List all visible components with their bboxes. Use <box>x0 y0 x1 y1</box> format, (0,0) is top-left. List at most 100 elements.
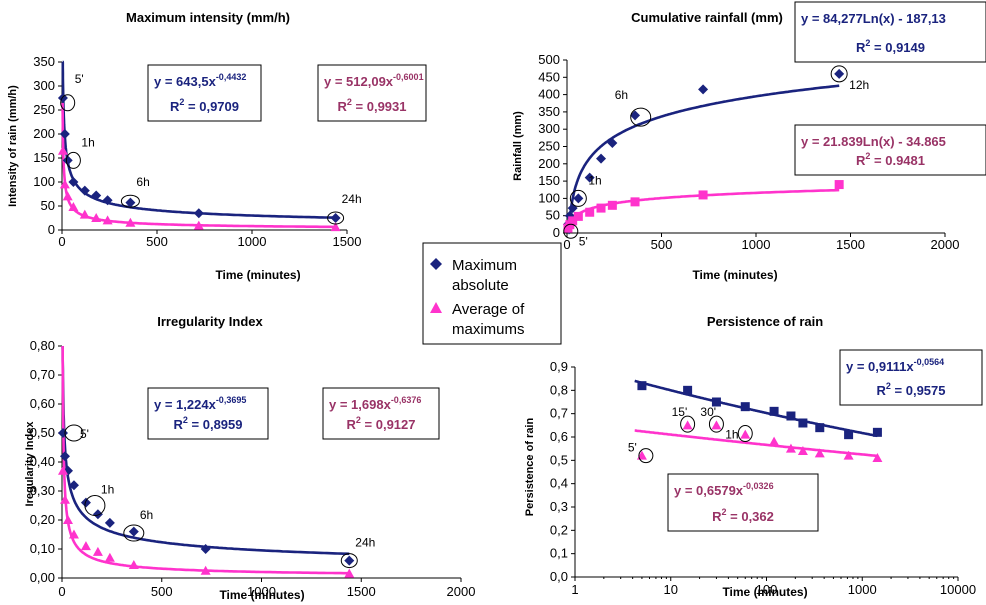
annotation-label: 6h <box>615 88 628 102</box>
annotation-circle <box>638 448 654 464</box>
data-point-max <box>92 509 103 520</box>
annotation-circle <box>64 424 84 442</box>
data-point-avg <box>193 220 204 230</box>
trend-line-max <box>61 346 350 556</box>
y-tick-label: 400 <box>538 87 560 102</box>
equation-text-max: y = 84,277Ln(x) - 187,13 <box>801 11 946 26</box>
data-point-max <box>330 213 341 223</box>
equation-exponent: -0,6001 <box>393 72 424 82</box>
trend-line-avg <box>61 345 350 575</box>
y-tick-label: 0,10 <box>30 541 55 556</box>
annotation-label: 5' <box>579 234 588 248</box>
data-point-avg <box>79 209 90 219</box>
equation-box-max <box>839 349 983 406</box>
x-tick-label: 1 <box>571 582 578 597</box>
chart-irregularity: Irregularity Index Time (minutes) Iregular… <box>24 314 475 602</box>
y-axis-label: Rainfall (mm) <box>512 111 524 181</box>
data-point-max <box>59 129 70 139</box>
data-point-avg <box>59 494 70 504</box>
r2-symbol-r: R <box>712 509 722 524</box>
equation-exponent: -0,3695 <box>216 395 247 405</box>
chart-title: Persistence of rain <box>707 314 823 329</box>
data-point-max <box>344 555 355 566</box>
equation-formula: y = 512,09x <box>324 74 394 89</box>
data-point-max <box>630 110 641 121</box>
data-point-avg <box>104 552 115 562</box>
y-tick-label: 0,00 <box>30 570 55 585</box>
y-tick-label: 0,60 <box>30 396 55 411</box>
annotation-label: 15' <box>672 405 688 419</box>
r2-value: 0,9149 <box>885 40 925 55</box>
equation-text-avg: y = 0,6579x-0,0326 <box>674 481 774 498</box>
equation-exponent: -0,0326 <box>743 481 774 491</box>
data-point-avg <box>57 465 68 475</box>
r2-symbol-r: R <box>174 417 184 432</box>
equation-text-max: y = 0,9111x-0,0564 <box>846 357 944 374</box>
equation-exponent: -0,6376 <box>391 395 422 405</box>
data-point-avg <box>68 529 79 539</box>
x-tick-label: 1500 <box>836 237 865 252</box>
data-point-max <box>815 423 825 433</box>
data-point-max <box>102 195 113 206</box>
r2-value: 0,9575 <box>906 383 946 398</box>
data-point-max <box>786 411 796 421</box>
equation-exponent: -0,4432 <box>216 72 247 82</box>
data-point-avg <box>57 145 68 155</box>
y-axis-label: Iregularity Index <box>24 421 36 507</box>
data-point-max <box>740 402 750 412</box>
data-point-avg <box>62 191 73 201</box>
chart-persistence: Persistence of rain Time (minutes) Persist… <box>524 314 983 599</box>
r2-symbol-sup: 2 <box>356 415 361 425</box>
y-tick-label: 100 <box>538 190 560 205</box>
data-point-avg <box>80 541 91 551</box>
r2-equals: = <box>891 383 906 398</box>
y-tick-label: 300 <box>538 121 560 136</box>
annotation-circle <box>123 524 145 542</box>
x-tick-label: 0 <box>58 234 65 249</box>
data-point-avg <box>102 215 113 225</box>
equation-r2-max: R2 = 0,9575 <box>877 381 946 398</box>
legend: Maximum absolute Average of maximums <box>422 242 562 345</box>
r2-equals: = <box>184 99 199 114</box>
y-tick-label: 250 <box>538 139 560 154</box>
chart-cumulative: Cumulative rainfall (mm) Time (minutes) Ra… <box>512 1 986 282</box>
y-tick-label: 0,9 <box>550 359 568 374</box>
y-tick-label: 50 <box>41 198 55 213</box>
equation-r2-max: R2 = 0,9149 <box>856 38 925 55</box>
data-point-avg <box>682 420 693 430</box>
equation-box-max <box>147 64 262 122</box>
r2-value: 0,9127 <box>376 417 416 432</box>
x-tick-label: 2000 <box>447 584 476 599</box>
data-point-max <box>91 190 102 201</box>
data-point-max <box>834 68 845 79</box>
chart-title: Cumulative rainfall (mm) <box>631 10 783 25</box>
data-point-avg <box>91 213 102 222</box>
r2-value: 0,8959 <box>203 417 243 432</box>
y-tick-label: 200 <box>538 156 560 171</box>
annotation-circle <box>630 107 652 127</box>
annotation-label: 1h <box>588 173 601 187</box>
annotation-label: 1h <box>725 428 738 442</box>
chart-intensity: Maximum intensity (mm/h) Time (minutes) In… <box>7 10 427 282</box>
x-axis-label: Time (minutes) <box>692 268 777 282</box>
chart-title: Irregularity Index <box>157 314 263 329</box>
data-point-max <box>104 517 115 528</box>
data-point-max <box>607 138 618 149</box>
x-tick-label: 500 <box>651 237 673 252</box>
data-point-avg <box>596 203 606 213</box>
data-point-max <box>573 193 584 204</box>
y-tick-label: 0,50 <box>30 425 55 440</box>
equation-formula: y = 1,224x <box>154 397 217 412</box>
r2-symbol-r: R <box>856 153 866 168</box>
annotation-circle <box>569 189 587 207</box>
y-tick-label: 100 <box>33 174 55 189</box>
data-point-avg <box>330 222 341 232</box>
legend-box <box>422 242 562 345</box>
r2-symbol-sup: 2 <box>865 38 870 48</box>
y-tick-label: 0,2 <box>550 522 568 537</box>
data-point-max <box>844 430 854 440</box>
data-point-avg <box>585 207 595 217</box>
y-tick-label: 0,1 <box>550 546 568 561</box>
equation-formula: y = 0,6579x <box>674 483 744 498</box>
annotation-circle <box>327 211 345 225</box>
